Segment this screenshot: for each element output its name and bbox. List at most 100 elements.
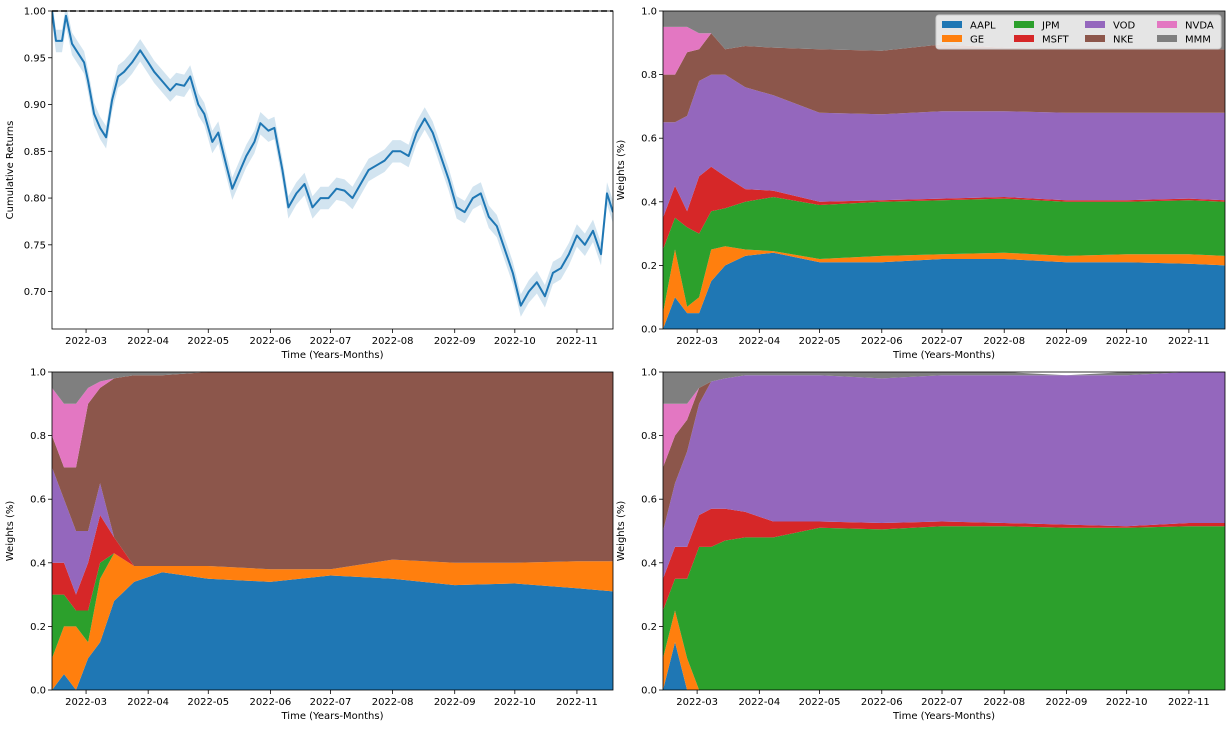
x-tick-label: 2022-05 [799, 697, 841, 708]
y-tick-label: 0.95 [24, 53, 46, 64]
legend-label: MMM [1185, 35, 1211, 46]
x-tick-label: 2022-10 [1106, 697, 1148, 708]
legend-label: MSFT [1042, 35, 1070, 46]
area-nvda [52, 372, 613, 468]
y-tick-label: 0.0 [641, 686, 657, 697]
data-point [287, 206, 289, 208]
y-tick-label: 0.4 [641, 558, 657, 569]
legend-item-ge: GE [942, 35, 984, 46]
area-aapl [663, 252, 1225, 329]
data-point [606, 192, 608, 194]
data-point [175, 83, 177, 85]
data-point [592, 230, 594, 232]
x-tick-label: 2022-11 [1168, 336, 1210, 347]
axes-frame [51, 371, 614, 691]
data-point [239, 169, 241, 171]
data-point [416, 132, 418, 134]
data-point [335, 188, 338, 190]
chart-4: 2022-03 2022-04 2022-05 2022-06 2022-07 2022-… [616, 368, 1226, 722]
data-point [544, 295, 546, 297]
data-point [504, 248, 506, 251]
y-tick-label: 0.8 [30, 431, 46, 442]
y-tick-label: 0.8 [641, 70, 657, 81]
x-tick-label: 2022-09 [1046, 336, 1088, 347]
legend-item-nvda: NVDA [1157, 21, 1214, 32]
legend-item-vod: VOD [1085, 21, 1136, 32]
data-point [169, 89, 171, 92]
data-point [327, 197, 330, 199]
x-tick-label: 2022-05 [187, 697, 229, 708]
plot-area [663, 11, 1225, 329]
data-point [319, 197, 322, 199]
data-point [259, 122, 261, 124]
x-tick-label: 2022-11 [1168, 697, 1210, 708]
legend-label: JPM [1041, 21, 1060, 32]
data-point [211, 141, 213, 143]
y-tick-label: 0.70 [24, 287, 46, 298]
legend-swatch [1014, 21, 1034, 28]
area-msft [663, 508, 1225, 611]
x-tick-label: 2022-11 [556, 336, 598, 347]
data-point [584, 244, 586, 246]
y-tick-label: 0.80 [24, 194, 46, 205]
x-tick-label: 2022-07 [310, 697, 352, 708]
area-aapl [52, 572, 613, 690]
legend-swatch [1157, 35, 1177, 42]
plot-area [663, 372, 1225, 690]
data-point [376, 164, 378, 166]
data-point [245, 155, 247, 157]
data-point [360, 183, 362, 185]
legend-label: GE [970, 35, 984, 46]
plot-area [52, 372, 613, 690]
area-msft [663, 166, 1225, 250]
y-tick-label: 0.6 [30, 495, 46, 506]
legend-label: NKE [1113, 35, 1133, 46]
data-point [536, 281, 538, 283]
y-tick-label: 0.2 [641, 261, 657, 272]
x-tick-label: 2022-04 [738, 336, 780, 347]
x-tick-label: 2022-05 [187, 336, 229, 347]
x-tick-label: 2022-09 [434, 697, 476, 708]
y-tick-label: 0.8 [641, 431, 657, 442]
data-point [203, 113, 205, 115]
x-tick-label: 2022-09 [434, 336, 476, 347]
data-point [408, 155, 410, 157]
legend: AAPL GE JPM MSFT VOD NKE NVDA MMM [935, 14, 1222, 50]
data-point [183, 85, 185, 87]
y-tick-label: 0.2 [30, 622, 46, 633]
x-tick-label: 2022-08 [372, 697, 414, 708]
y-tick-label: 0.2 [641, 622, 657, 633]
data-point [351, 197, 354, 199]
x-tick-label: 2022-10 [1106, 336, 1148, 347]
data-point [147, 61, 149, 64]
area-nke [663, 33, 1225, 123]
x-tick-label: 2022-10 [494, 697, 536, 708]
data-point [253, 141, 255, 143]
area-mmm [663, 372, 1225, 404]
data-point [488, 216, 490, 218]
y-tick-label: 0.90 [24, 100, 46, 111]
axes-frame [51, 10, 614, 330]
area-nke [52, 372, 613, 570]
x-axis-label: Time (Years-Months) [281, 711, 384, 722]
area-jpm [663, 197, 1225, 314]
x-tick-label: 2022-11 [556, 697, 598, 708]
chart-3: 2022-03 2022-04 2022-05 2022-06 2022-07 2022-… [5, 368, 614, 722]
area-jpm [663, 526, 1225, 690]
data-point [456, 206, 458, 208]
data-point [267, 130, 269, 132]
data-point [105, 136, 107, 138]
data-point [217, 132, 219, 134]
data-point [552, 272, 554, 274]
legend-swatch [1014, 35, 1034, 42]
data-point [568, 253, 570, 255]
x-tick-label: 2022-08 [983, 697, 1025, 708]
data-point [303, 183, 306, 185]
data-point [384, 160, 386, 162]
data-point [71, 43, 73, 45]
data-point [368, 169, 370, 171]
x-tick-label: 2022-04 [127, 336, 169, 347]
y-tick-label: 0.85 [24, 147, 46, 158]
x-tick-label: 2022-07 [310, 336, 352, 347]
